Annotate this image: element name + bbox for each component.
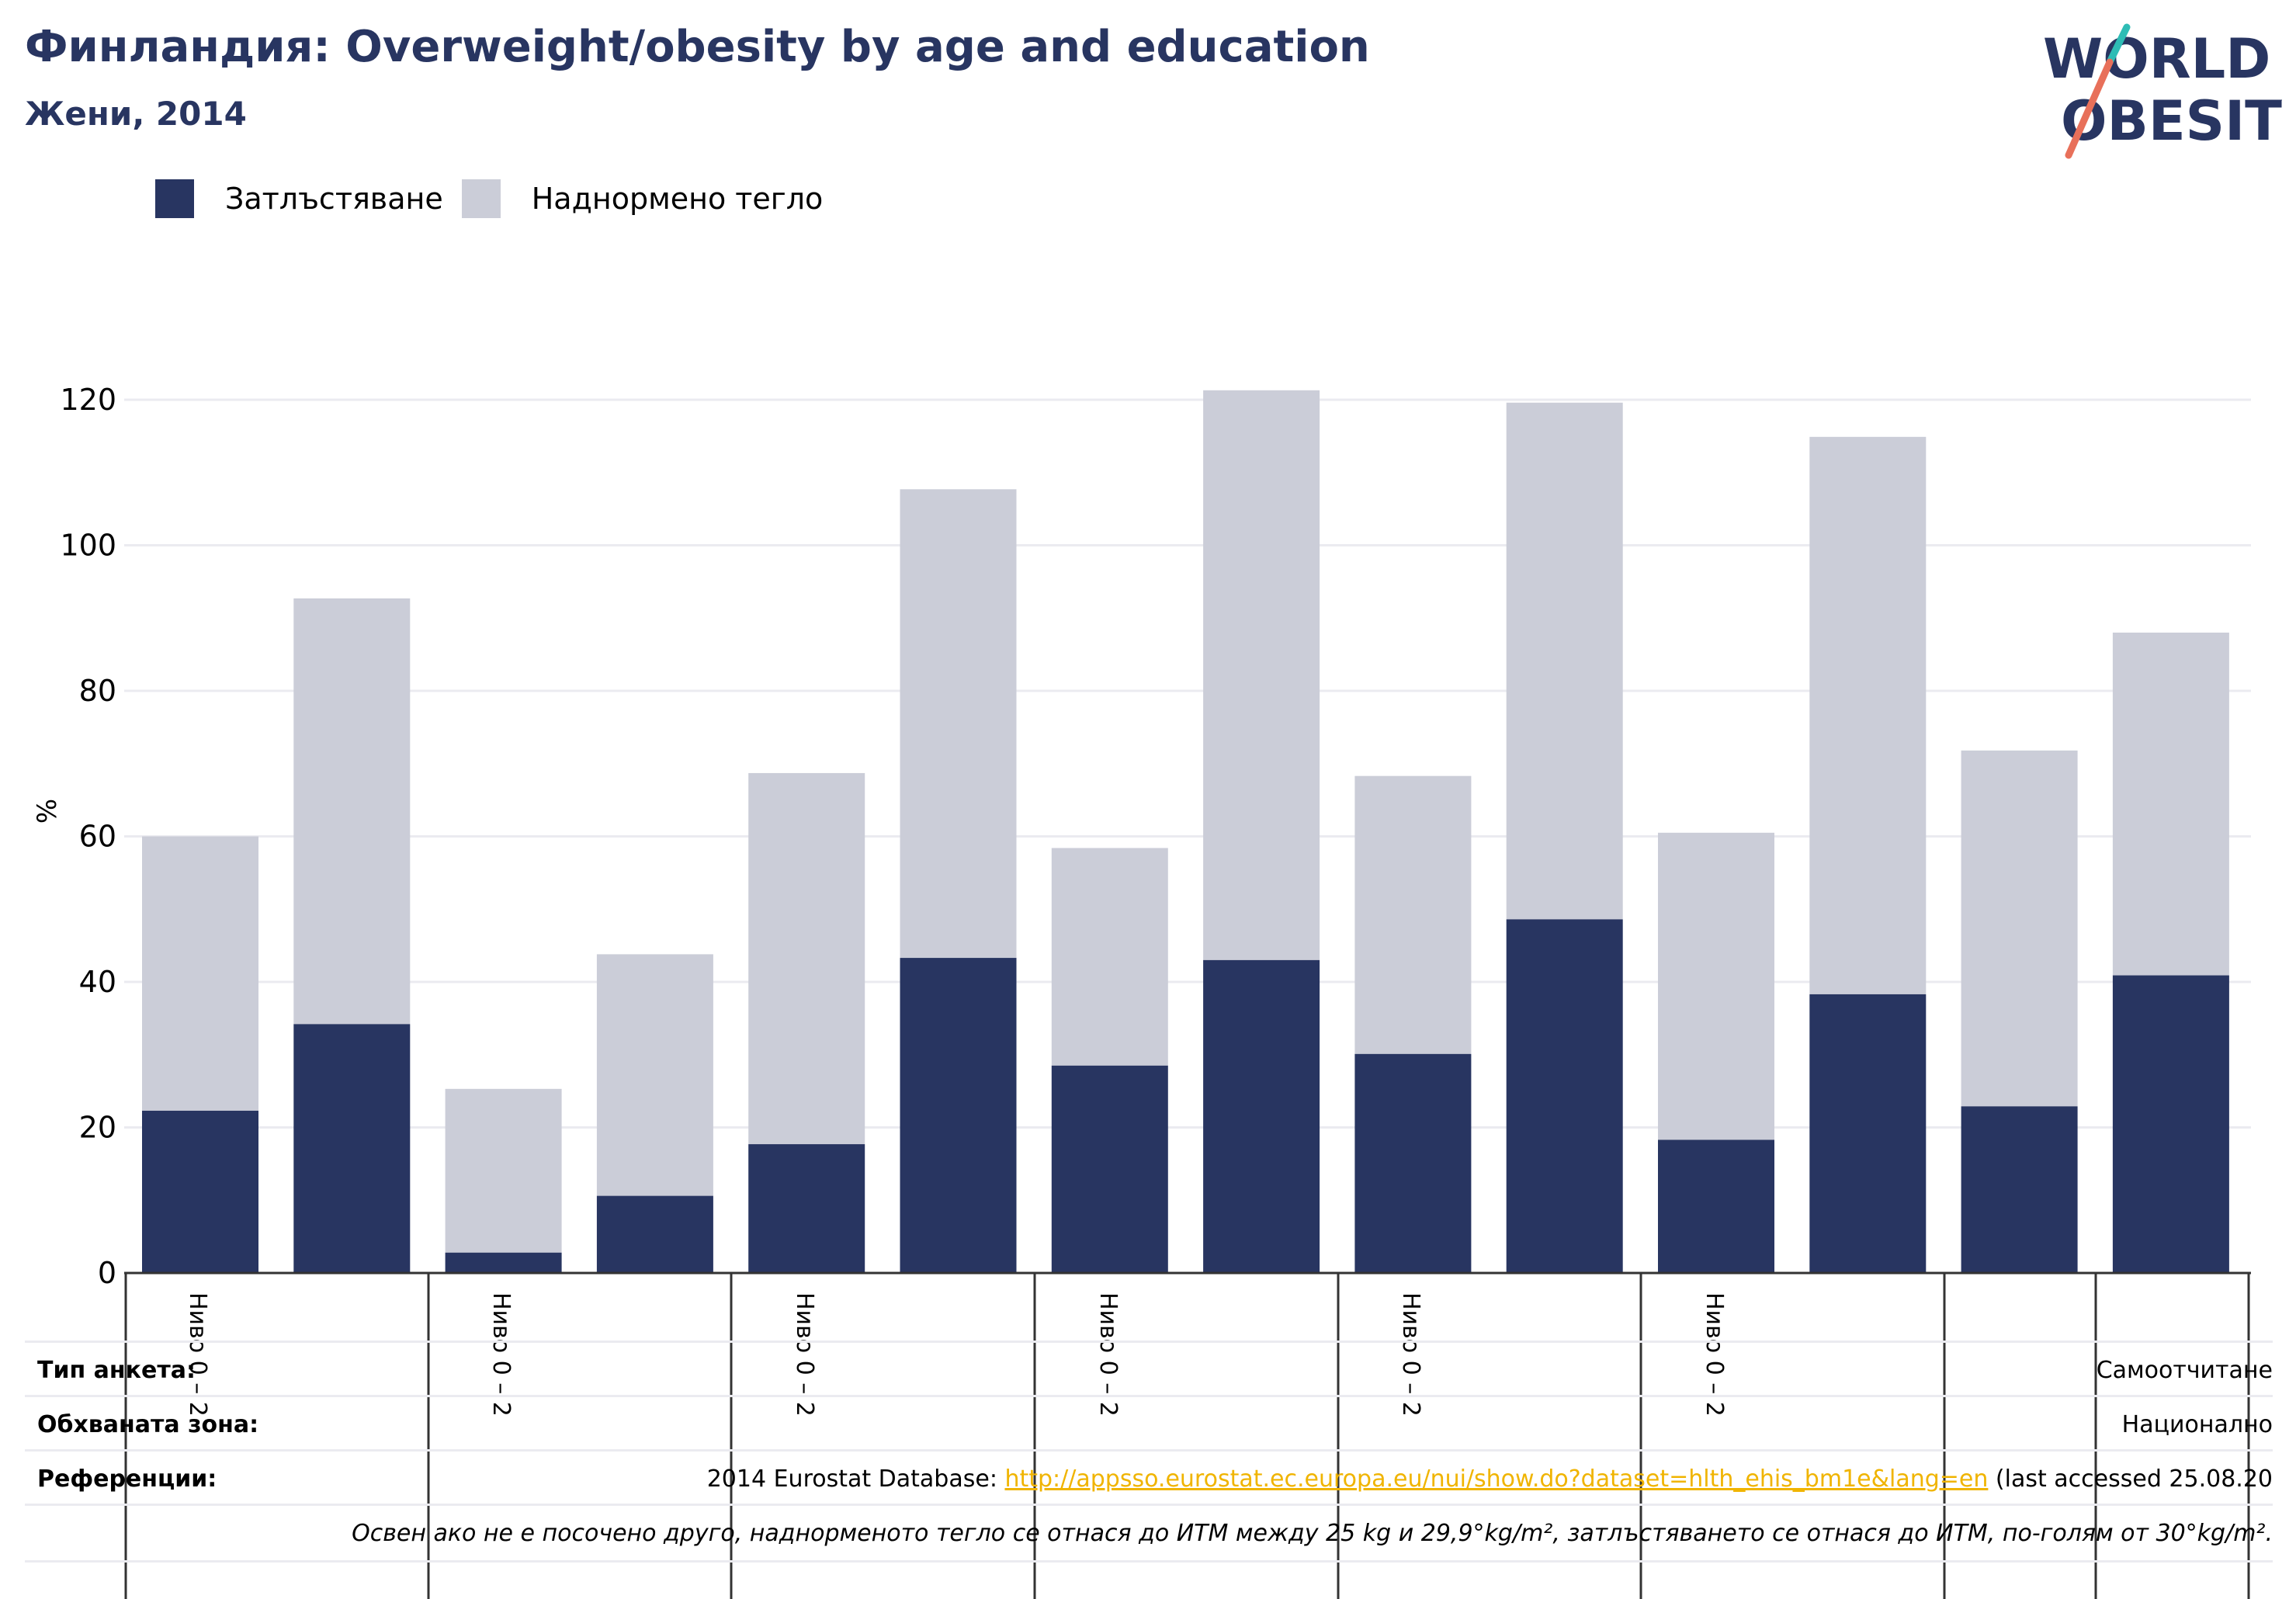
bar-obesity <box>1809 994 1927 1273</box>
coverage-value: Национално <box>2121 1411 2273 1438</box>
bar-overweight <box>445 1088 562 1253</box>
world-obesity-logo: WORLD OBESITY <box>2043 23 2282 159</box>
legend-label-overweight: Наднормено тегло <box>531 182 824 216</box>
bar-obesity <box>1203 959 1320 1273</box>
bar-obesity <box>1961 1106 2078 1273</box>
bar-overweight <box>293 598 411 1025</box>
coverage-row: Обхваната зона: Национално <box>25 1395 2273 1452</box>
bar-obesity <box>1506 919 1623 1273</box>
survey-type-row: Тип анкета: Самоотчитане <box>25 1341 2273 1397</box>
bar-obesity <box>445 1252 562 1273</box>
reference-suffix: (last accessed 25.08.20 <box>1988 1465 2273 1493</box>
bar-overweight <box>1506 402 1623 920</box>
logo-line2: OBESITY <box>2061 89 2282 153</box>
bar-obesity <box>1658 1139 1774 1273</box>
survey-type-value: Самоотчитане <box>2096 1357 2273 1384</box>
y-tick-label: 60 <box>79 820 116 854</box>
definition-note: Освен ако не е посочено друго, наднормен… <box>352 1520 2273 1547</box>
y-tick-label: 80 <box>79 674 116 708</box>
y-tick-label: 40 <box>79 965 116 999</box>
legend-swatch-overweight <box>461 179 501 218</box>
survey-type-label: Тип анкета: <box>37 1357 196 1384</box>
reference-link[interactable]: http://appsso.eurostat.ec.europa.eu/nui/… <box>1004 1465 1989 1493</box>
legend-item-overweight[interactable]: Наднормено тегло <box>461 179 824 218</box>
bar-obesity <box>900 958 1017 1273</box>
references-value: 2014 Eurostat Database: http://appsso.eu… <box>707 1465 2273 1493</box>
bar-overweight <box>2112 633 2229 976</box>
bar-obesity <box>1051 1065 1168 1273</box>
bar-obesity <box>293 1024 411 1273</box>
y-tick-label: 120 <box>60 383 116 417</box>
chart-title: Финландия: Overweight/obesity by age and… <box>25 22 1370 72</box>
bar-obesity <box>1354 1053 1472 1273</box>
legend-swatch-obesity <box>155 179 194 218</box>
y-tick-label: 20 <box>79 1111 116 1145</box>
y-tick-label: 0 <box>98 1256 116 1290</box>
bar-obesity <box>596 1195 713 1273</box>
coverage-label: Обхваната зона: <box>37 1411 259 1438</box>
bar-obesity <box>142 1110 258 1273</box>
bar-overweight <box>748 772 865 1145</box>
bar-overweight <box>1203 390 1320 960</box>
chart-legend: Затлъстяване Наднормено тегло <box>155 177 841 220</box>
legend-item-obesity[interactable]: Затлъстяване <box>155 179 443 218</box>
bar-overweight <box>1658 832 1774 1140</box>
bar-obesity <box>748 1144 865 1273</box>
reference-prefix: 2014 Eurostat Database: <box>706 1465 1005 1493</box>
chart-subtitle: Жени, 2014 <box>25 95 247 133</box>
bar-overweight <box>900 489 1017 959</box>
references-row: Референции: 2014 Eurostat Database: http… <box>25 1449 2273 1506</box>
bar-overweight <box>142 836 258 1111</box>
note-row: Освен ако не е посочено друго, наднормен… <box>25 1504 2273 1563</box>
bar-overweight <box>1961 750 2078 1107</box>
legend-label-obesity: Затлъстяване <box>225 182 443 216</box>
y-tick-label: 100 <box>60 529 116 563</box>
bar-overweight <box>596 954 713 1196</box>
bar-overweight <box>1354 775 1472 1054</box>
references-label: Референции: <box>37 1465 217 1493</box>
bar-overweight <box>1051 848 1168 1066</box>
logo-line1: WORLD <box>2043 27 2270 91</box>
bar-obesity <box>2112 975 2229 1273</box>
y-axis-label: % <box>32 799 63 824</box>
bar-overweight <box>1809 436 1927 994</box>
